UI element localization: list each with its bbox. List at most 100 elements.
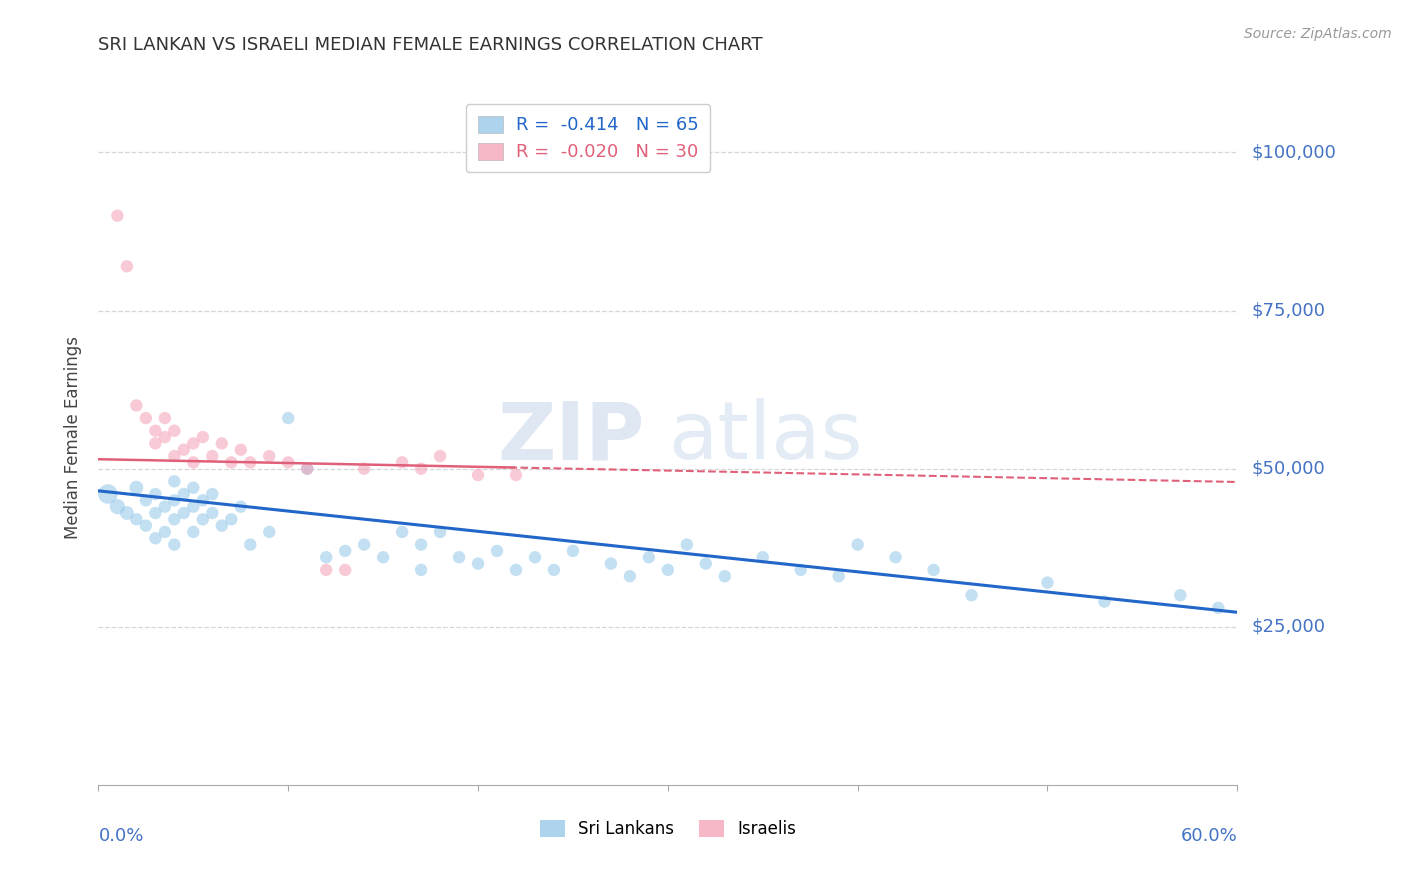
Point: [183, 455, 205, 469]
Point: [201, 487, 224, 501]
Point: [429, 449, 451, 463]
Point: [229, 500, 252, 514]
Text: ZIP: ZIP: [498, 398, 645, 476]
Point: [543, 563, 565, 577]
Text: 60.0%: 60.0%: [1181, 827, 1237, 845]
Point: [163, 475, 186, 489]
Point: [259, 449, 281, 463]
Point: [524, 550, 547, 565]
Text: $100,000: $100,000: [1251, 144, 1336, 161]
Point: [1170, 588, 1192, 602]
Text: atlas: atlas: [668, 398, 862, 476]
Point: [600, 557, 623, 571]
Point: [411, 538, 433, 552]
Point: [211, 436, 233, 450]
Point: [153, 430, 176, 444]
Point: [229, 442, 252, 457]
Point: [163, 449, 186, 463]
Point: [163, 538, 186, 552]
Point: [239, 455, 262, 469]
Point: [486, 544, 509, 558]
Point: [1094, 594, 1116, 608]
Text: SRI LANKAN VS ISRAELI MEDIAN FEMALE EARNINGS CORRELATION CHART: SRI LANKAN VS ISRAELI MEDIAN FEMALE EARN…: [98, 36, 763, 54]
Point: [259, 524, 281, 539]
Point: [153, 500, 176, 514]
Point: [714, 569, 737, 583]
Legend: Sri Lankans, Israelis: Sri Lankans, Israelis: [531, 812, 804, 847]
Point: [163, 424, 186, 438]
Point: [145, 436, 167, 450]
Point: [183, 436, 205, 450]
Point: [619, 569, 641, 583]
Point: [828, 569, 851, 583]
Point: [183, 524, 205, 539]
Point: [97, 487, 120, 501]
Point: [960, 588, 983, 602]
Point: [153, 411, 176, 425]
Point: [173, 506, 195, 520]
Point: [505, 563, 527, 577]
Point: [201, 449, 224, 463]
Point: [107, 500, 129, 514]
Point: [353, 538, 375, 552]
Point: [297, 461, 319, 475]
Point: [163, 512, 186, 526]
Point: [371, 550, 394, 565]
Point: [191, 430, 214, 444]
Point: [335, 563, 357, 577]
Point: [191, 493, 214, 508]
Point: [467, 468, 489, 483]
Point: [163, 493, 186, 508]
Point: [183, 500, 205, 514]
Point: [221, 512, 243, 526]
Point: [153, 524, 176, 539]
Point: [315, 563, 337, 577]
Point: [239, 538, 262, 552]
Point: [135, 518, 157, 533]
Point: [353, 461, 375, 475]
Point: [315, 550, 337, 565]
Point: [638, 550, 661, 565]
Point: [922, 563, 945, 577]
Text: 0.0%: 0.0%: [98, 827, 143, 845]
Point: [201, 506, 224, 520]
Point: [790, 563, 813, 577]
Point: [135, 493, 157, 508]
Point: [846, 538, 869, 552]
Point: [135, 411, 157, 425]
Text: Source: ZipAtlas.com: Source: ZipAtlas.com: [1244, 27, 1392, 41]
Point: [125, 399, 148, 413]
Point: [1208, 600, 1230, 615]
Point: [657, 563, 679, 577]
Point: [884, 550, 907, 565]
Point: [125, 481, 148, 495]
Point: [211, 518, 233, 533]
Point: [1036, 575, 1059, 590]
Point: [173, 487, 195, 501]
Point: [562, 544, 585, 558]
Point: [467, 557, 489, 571]
Point: [752, 550, 775, 565]
Point: [173, 442, 195, 457]
Point: [107, 209, 129, 223]
Point: [411, 461, 433, 475]
Point: [505, 468, 527, 483]
Point: [277, 411, 299, 425]
Point: [145, 424, 167, 438]
Text: $75,000: $75,000: [1251, 301, 1326, 319]
Text: $25,000: $25,000: [1251, 618, 1326, 636]
Point: [411, 563, 433, 577]
Point: [145, 506, 167, 520]
Point: [145, 487, 167, 501]
Point: [297, 461, 319, 475]
Point: [391, 455, 413, 469]
Point: [391, 524, 413, 539]
Text: $50,000: $50,000: [1251, 459, 1324, 478]
Point: [695, 557, 717, 571]
Point: [676, 538, 699, 552]
Point: [335, 544, 357, 558]
Point: [449, 550, 471, 565]
Y-axis label: Median Female Earnings: Median Female Earnings: [65, 335, 83, 539]
Point: [115, 260, 138, 274]
Point: [277, 455, 299, 469]
